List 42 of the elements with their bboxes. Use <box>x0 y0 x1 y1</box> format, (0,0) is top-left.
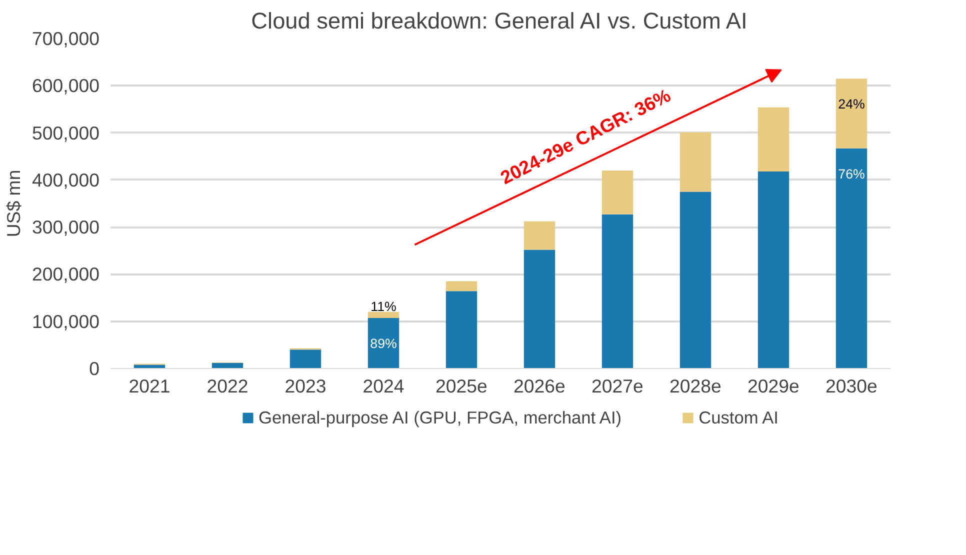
bar <box>134 364 166 368</box>
chart-title: Cloud semi breakdown: General AI vs. Custom AI <box>251 8 748 34</box>
bar <box>602 214 634 368</box>
bar <box>602 170 634 214</box>
annotation: 11% <box>370 298 396 314</box>
y-tick-label: 500,000 <box>32 122 100 144</box>
annotation: 24% <box>838 96 865 112</box>
bar <box>524 250 556 368</box>
bar <box>680 132 712 192</box>
bar <box>836 148 868 368</box>
x-tick-label: 2023 <box>284 376 326 396</box>
x-tick-label: 2025e <box>436 376 488 396</box>
x-tick-label: 2026e <box>514 376 566 396</box>
x-tick-label: 2030e <box>826 376 878 396</box>
x-tick-label: 2022 <box>206 376 248 396</box>
y-tick-label: 300,000 <box>32 216 100 238</box>
bar <box>368 318 400 368</box>
legend-label: Custom AI <box>698 407 779 428</box>
bar <box>446 291 478 368</box>
y-tick-label: 200,000 <box>32 264 100 285</box>
bar <box>524 221 556 250</box>
annotation: 76% <box>838 166 865 182</box>
x-tick-label: 2027e <box>592 376 644 396</box>
bar <box>290 350 322 368</box>
x-tick-label: 2021 <box>128 376 170 396</box>
annotation: 89% <box>370 336 397 352</box>
bar <box>836 78 868 148</box>
bar <box>680 192 712 368</box>
bar <box>758 107 790 172</box>
y-axis-title: US$ mn <box>3 170 24 238</box>
x-tick-label: 2024 <box>362 376 404 396</box>
y-tick-label: 700,000 <box>32 28 100 49</box>
bar <box>368 312 400 318</box>
y-tick-label: 600,000 <box>32 75 100 96</box>
legend-label: General-purpose AI (GPU, FPGA, merchant AI) <box>258 407 622 428</box>
bar <box>446 281 478 292</box>
y-tick-label: 0 <box>89 358 100 379</box>
bar <box>758 171 790 368</box>
y-tick-label: 400,000 <box>32 169 100 190</box>
x-tick-label: 2029e <box>748 376 800 396</box>
y-tick-label: 100,000 <box>32 310 100 332</box>
x-tick-label: 2028e <box>670 376 722 396</box>
